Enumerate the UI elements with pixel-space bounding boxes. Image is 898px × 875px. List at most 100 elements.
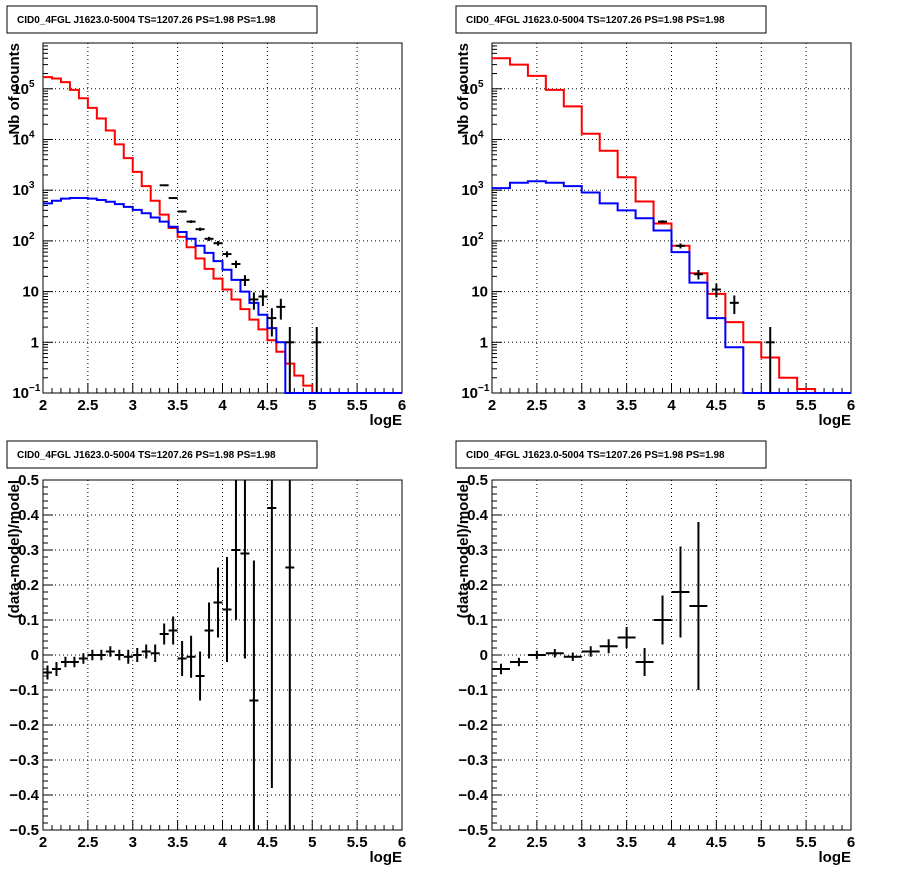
x-tick-label: 3	[578, 397, 586, 414]
x-tick-label: 3.5	[616, 397, 637, 414]
title-box	[455, 440, 767, 469]
y-tick-exponent: 5	[29, 79, 35, 90]
data-point	[581, 646, 600, 657]
y-tick-exponent: 2	[478, 231, 484, 242]
data-point	[249, 560, 259, 830]
gridlines	[43, 43, 402, 393]
x-axis: 2 2.5 3 3.5 4 4.5 5 5.5 6	[488, 820, 855, 851]
title-box	[6, 440, 318, 469]
x-tick-label: 4.5	[706, 397, 727, 414]
histogram-source-model	[492, 180, 851, 394]
data-point	[123, 649, 133, 664]
x-tick-label: 2.5	[526, 397, 547, 414]
chart-title: CID0_4FGL J1623.0-5004 TS=1207.26 PS=1.9…	[17, 450, 276, 461]
y-tick-label: 0.1	[467, 612, 488, 629]
data-point	[159, 184, 169, 187]
y-axis: −0.5 −0.4 −0.3 −0.2 −0.1 0 0.1 0.2 0.3 0.4 0.5	[458, 472, 502, 839]
data-point	[689, 522, 708, 690]
data-point	[240, 480, 250, 659]
data-point	[258, 289, 268, 306]
data-point	[599, 639, 618, 654]
y-tick-label: 10	[471, 284, 488, 301]
x-tick-label: 3	[129, 834, 137, 851]
data-point	[729, 295, 739, 315]
y-tick-label: 0.5	[467, 472, 488, 489]
x-tick-label: 5.5	[796, 834, 817, 851]
data-point	[492, 663, 510, 675]
data-point	[195, 651, 205, 701]
data-point	[204, 602, 214, 659]
data-point	[675, 243, 685, 249]
data-point	[213, 567, 223, 638]
y-tick-label: 10	[12, 233, 29, 250]
y-tick-label: 0	[31, 647, 39, 664]
x-axis-label: logE	[370, 412, 403, 429]
x-tick-label: 4.5	[257, 834, 278, 851]
data-point	[276, 298, 286, 320]
x-tick-label: 2.5	[77, 397, 98, 414]
y-axis-label: Nb of counts	[455, 43, 472, 135]
data-point	[563, 652, 582, 661]
x-tick-label: 4	[667, 834, 676, 851]
data-point	[69, 656, 79, 668]
y-tick-label: 10	[12, 131, 29, 148]
x-axis-label: logE	[819, 412, 852, 429]
data-points	[658, 220, 775, 393]
x-tick-label: 4	[218, 834, 227, 851]
data-points	[43, 480, 295, 830]
chart-title: CID0_4FGL J1623.0-5004 TS=1207.26 PS=1.9…	[17, 15, 276, 26]
data-point	[635, 648, 654, 676]
x-tick-label: 6	[398, 397, 406, 414]
y-tick-exponent: 2	[29, 231, 35, 242]
y-tick-label: 0.4	[18, 507, 40, 524]
x-tick-label: 5	[308, 834, 316, 851]
data-point	[527, 650, 546, 660]
x-tick-label: 4	[667, 397, 676, 414]
y-tick-label: 0.3	[18, 542, 39, 559]
y-axis-label: Nb of counts	[6, 43, 23, 135]
data-point	[96, 649, 106, 661]
x-tick-label: 5.5	[796, 397, 817, 414]
y-tick-label: 10	[461, 233, 478, 250]
y-tick-label: 0.5	[18, 472, 39, 489]
data-point	[168, 616, 178, 645]
y-axis-label: (data-model)/model	[6, 480, 23, 618]
x-axis: 2 2.5 3 3.5 4 4.5 5 5.5 6	[39, 820, 406, 851]
data-point	[509, 657, 528, 667]
data-point	[168, 197, 178, 200]
y-axis: −0.5 −0.4 −0.3 −0.2 −0.1 0 0.1 0.2 0.3 0.4 0.5	[9, 472, 53, 839]
y-tick-label: 10	[22, 284, 39, 301]
data-point	[213, 241, 223, 246]
y-tick-label: −0.4	[458, 787, 488, 804]
histogram-source-model	[43, 197, 402, 394]
data-point	[285, 327, 295, 393]
y-tick-label: 10	[461, 131, 478, 148]
x-tick-label: 5	[757, 834, 765, 851]
y-tick-label: 10	[12, 385, 29, 402]
data-point	[658, 220, 668, 224]
y-tick-label: −0.5	[458, 822, 488, 839]
x-tick-label: 2.5	[526, 834, 547, 851]
data-point	[204, 236, 214, 241]
x-tick-label: 5	[757, 397, 765, 414]
y-tick-exponent: 3	[29, 180, 35, 191]
x-tick-label: 2	[39, 397, 47, 414]
data-point	[267, 480, 277, 788]
y-tick-label: 1	[31, 334, 39, 351]
y-tick-label: 0	[480, 647, 488, 664]
y-tick-label: −0.5	[9, 822, 39, 839]
x-tick-label: 3.5	[616, 834, 637, 851]
y-tick-exponent: −1	[478, 383, 490, 394]
data-point	[249, 292, 259, 310]
chart-title: CID0_4FGL J1623.0-5004 TS=1207.26 PS=1.9…	[466, 15, 725, 26]
x-axis-label: logE	[819, 849, 852, 866]
gridlines	[492, 43, 851, 393]
data-point	[177, 641, 187, 676]
y-tick-label: −0.2	[458, 717, 488, 734]
x-tick-label: 5.5	[347, 834, 368, 851]
data-point	[159, 623, 169, 645]
data-point	[240, 275, 250, 286]
